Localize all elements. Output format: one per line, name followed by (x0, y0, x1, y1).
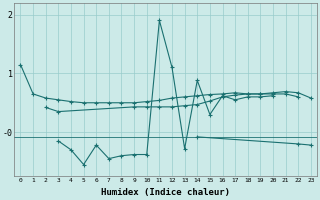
X-axis label: Humidex (Indice chaleur): Humidex (Indice chaleur) (101, 188, 230, 197)
